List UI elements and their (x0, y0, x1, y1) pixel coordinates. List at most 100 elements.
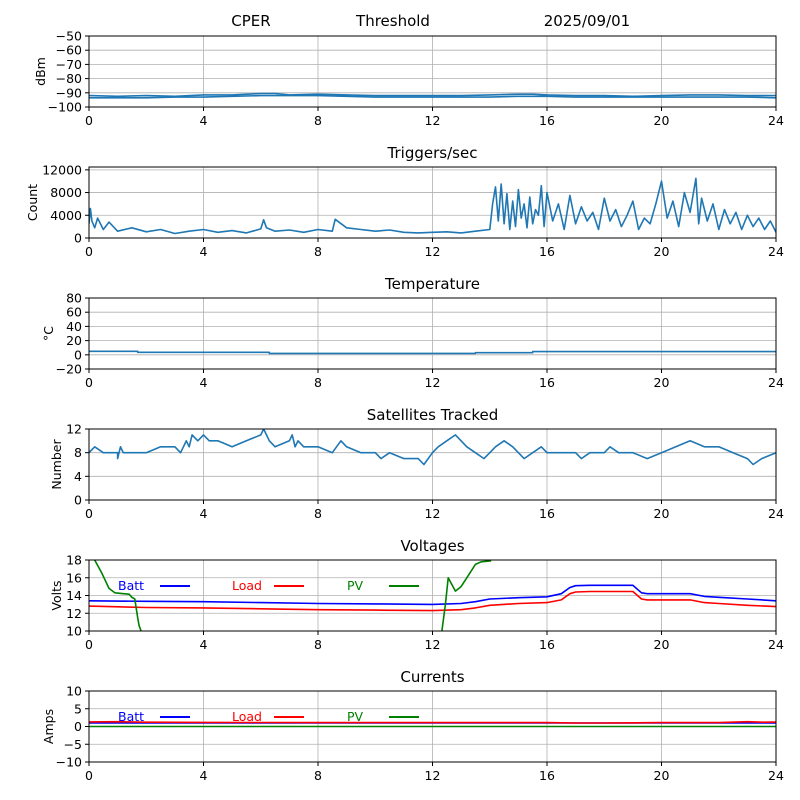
series-line-pv (441, 560, 492, 631)
x-tick-label: 12 (425, 506, 441, 521)
y-tick-label: 0 (74, 493, 82, 508)
series-line-satellites-0 (89, 429, 776, 466)
y-tick-label: −50 (56, 29, 82, 44)
y-tick-label: −80 (56, 71, 82, 86)
legend-label-load: Load (232, 578, 262, 593)
panel-triggers: 0 4 8 12 16 20 24 0 4000 8000 12000 Triggers/sec Cou… (25, 144, 784, 259)
panel-title: Currents (400, 668, 464, 686)
x-tick-label: 12 (425, 375, 441, 390)
x-tick-label: 4 (200, 375, 208, 390)
x-tick-label: 4 (200, 768, 208, 783)
x-tick-label: 16 (539, 244, 555, 259)
x-tick-label: 8 (314, 113, 322, 128)
x-tick-label: 20 (654, 375, 670, 390)
y-tick-label: 4 (74, 469, 82, 484)
y-tick-label: −60 (56, 43, 82, 58)
x-tick-label: 0 (85, 113, 93, 128)
series-line-temperature-0 (89, 350, 776, 355)
y-tick-label: 10 (66, 684, 82, 699)
panel-currents: 0 4 8 12 16 20 24 −10 −5 0 5 10 Currents Amps Batt Load… (41, 668, 784, 783)
series-line-triggers-0 (89, 177, 776, 235)
y-axis-label: Volts (49, 580, 64, 610)
x-tick-label: 20 (654, 768, 670, 783)
x-tick-label: 8 (314, 244, 322, 259)
y-tick-label: 14 (66, 588, 82, 603)
x-tick-label: 4 (200, 506, 208, 521)
x-tick-label: 12 (425, 768, 441, 783)
y-tick-label: 0 (74, 231, 82, 246)
x-tick-label: 24 (768, 637, 784, 652)
y-tick-label: 8 (74, 445, 82, 460)
y-tick-label: 4000 (50, 208, 82, 223)
x-tick-label: 12 (425, 244, 441, 259)
x-tick-label: 24 (768, 506, 784, 521)
legend-label-batt: Batt (118, 709, 144, 724)
x-tick-label: 8 (314, 375, 322, 390)
x-tick-label: 20 (654, 244, 670, 259)
panel-title: Satellites Tracked (367, 406, 498, 424)
y-tick-label: 12 (66, 422, 82, 437)
y-tick-label: −20 (56, 362, 82, 377)
y-axis-label: dBm (33, 57, 48, 86)
x-tick-label: 24 (768, 244, 784, 259)
header-station: CPER (231, 12, 270, 30)
x-tick-label: 16 (539, 375, 555, 390)
series-line-pv (93, 560, 142, 631)
panel-title: Temperature (384, 275, 480, 293)
y-axis-label: °C (41, 326, 56, 341)
header-date: 2025/09/01 (544, 12, 630, 30)
y-tick-label: 80 (66, 291, 82, 306)
x-tick-label: 16 (539, 637, 555, 652)
series-line-rssi-1 (89, 94, 776, 99)
y-tick-label: 0 (74, 719, 82, 734)
x-tick-label: 20 (654, 113, 670, 128)
x-tick-label: 12 (425, 637, 441, 652)
y-tick-label: 12 (66, 606, 82, 621)
series-line-load (89, 720, 776, 724)
panel-satellites: 0 4 8 12 16 20 24 0 4 8 12 Satellites Tracked Number (49, 406, 784, 521)
y-tick-label: 20 (66, 333, 82, 348)
y-axis-label: Amps (41, 709, 56, 744)
panel-title: Triggers/sec (387, 144, 478, 162)
x-tick-label: 4 (200, 113, 208, 128)
y-tick-label: 18 (66, 553, 82, 568)
x-tick-label: 0 (85, 375, 93, 390)
y-tick-label: −90 (56, 85, 82, 100)
x-tick-label: 16 (539, 506, 555, 521)
y-tick-label: 5 (74, 701, 82, 716)
x-tick-label: 24 (768, 375, 784, 390)
y-axis-label: Number (49, 439, 64, 490)
x-tick-label: 8 (314, 768, 322, 783)
x-tick-label: 16 (539, 113, 555, 128)
x-tick-label: 20 (654, 506, 670, 521)
y-axis-label: Count (25, 184, 40, 221)
x-tick-label: 16 (539, 768, 555, 783)
x-tick-label: 4 (200, 637, 208, 652)
x-tick-label: 8 (314, 506, 322, 521)
x-tick-label: 12 (425, 113, 441, 128)
y-tick-label: −100 (48, 100, 82, 115)
x-tick-label: 8 (314, 637, 322, 652)
legend-label-batt: Batt (118, 578, 144, 593)
x-tick-label: 20 (654, 637, 670, 652)
y-tick-label: −5 (64, 737, 82, 752)
y-tick-label: 10 (66, 624, 82, 639)
x-tick-label: 24 (768, 113, 784, 128)
series-line-load (89, 590, 776, 612)
series-line-batt (89, 584, 776, 606)
x-tick-label: 4 (200, 244, 208, 259)
panel-voltages: 0 4 8 12 16 20 24 10 12 14 16 18 Voltages Volts Batt Lo… (49, 537, 784, 652)
x-tick-label: 0 (85, 506, 93, 521)
y-tick-label: −10 (56, 755, 82, 770)
x-tick-label: 0 (85, 244, 93, 259)
y-tick-label: 40 (66, 319, 82, 334)
legend-label-pv: PV (347, 709, 364, 724)
legend-label-load: Load (232, 709, 262, 724)
x-tick-label: 24 (768, 768, 784, 783)
panel-title: Voltages (400, 537, 464, 555)
x-tick-label: 0 (85, 637, 93, 652)
y-tick-label: 12000 (42, 162, 82, 177)
legend-label-pv: PV (347, 578, 364, 593)
